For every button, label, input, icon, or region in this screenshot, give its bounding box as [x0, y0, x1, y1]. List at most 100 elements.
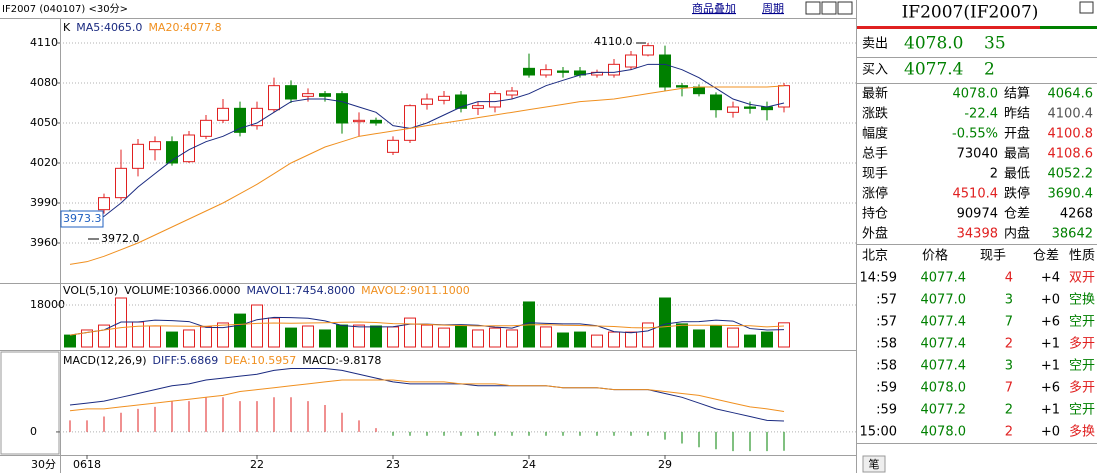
trade-oi-change: +1 [1041, 337, 1060, 352]
trade-volume: 2 [1005, 425, 1013, 440]
candle-body [676, 85, 688, 88]
trade-nature: 空开 [1069, 315, 1095, 330]
candle-body [727, 106, 739, 113]
y-tick-label: 0 [30, 425, 37, 438]
y-tick-label: 4050 [30, 116, 58, 129]
field-label: 最高 [1004, 146, 1030, 162]
field-value: 90974 [957, 207, 998, 222]
legend-entry: MA5:4065.0 [76, 21, 142, 34]
trade-volume: 7 [1005, 381, 1013, 396]
candle-body [98, 197, 110, 211]
trade-oi-change: +6 [1041, 381, 1060, 396]
low-annotation: 3972.0 [101, 232, 140, 245]
volume-bar [778, 322, 790, 348]
field-value: 4052.2 [1048, 167, 1094, 182]
volume-bar [761, 331, 773, 348]
field-label: 现手 [862, 167, 888, 182]
candle-body [302, 93, 314, 97]
tab[interactable] [862, 455, 886, 473]
trade-volume: 3 [1005, 359, 1013, 374]
trade-header: 仓差 [1033, 249, 1059, 264]
candle-body [183, 134, 195, 163]
volume-bar [472, 329, 484, 348]
candle-body [336, 93, 348, 124]
cursor-box [0, 351, 60, 455]
tab-label: 笔 [869, 457, 880, 471]
y-tick-label: 4020 [30, 156, 58, 169]
field-value: 4510.4 [953, 187, 999, 202]
icon-button[interactable] [837, 1, 853, 15]
candle-body [217, 107, 229, 121]
field-label: 开盘 [1004, 126, 1030, 142]
volume-bar [166, 331, 178, 348]
volume-bar [268, 317, 280, 348]
trade-time: 15:00 [860, 425, 897, 440]
trade-time: :59 [876, 403, 897, 418]
trade-volume: 2 [1005, 403, 1013, 418]
volume-bar [489, 327, 501, 348]
panel-icon[interactable] [1079, 1, 1094, 14]
candle-body [506, 90, 518, 96]
legend-entry: MA20:4077.8 [148, 21, 221, 34]
candle-body [455, 94, 467, 109]
legend-entry: MAVOL2:9011.1000 [361, 284, 470, 297]
trade-price: 4077.2 [921, 403, 967, 418]
indicator-line [69, 379, 785, 413]
legend-entry: VOLUME:10366.0000 [124, 284, 240, 297]
icon-button[interactable] [805, 1, 821, 15]
x-tick-label: 0618 [73, 458, 101, 471]
legend-entry: DEA:10.5957 [224, 354, 296, 367]
volume-bar [404, 317, 416, 348]
field-label: 仓差 [1004, 207, 1030, 222]
volume-bar [659, 297, 671, 348]
field-value: 34398 [957, 227, 998, 242]
volume-bar [149, 325, 161, 348]
candle-body [370, 119, 382, 124]
volume-bar [421, 324, 433, 348]
x-tick-label: 24 [522, 458, 536, 471]
price-cursor-box [60, 210, 104, 228]
volume-bar [285, 327, 297, 348]
icon-button[interactable] [821, 1, 837, 15]
trade-price: 4077.4 [921, 315, 967, 330]
trade-price: 4077.4 [921, 337, 967, 352]
trade-price: 4077.4 [921, 271, 967, 286]
period-button[interactable]: 周期 [762, 2, 784, 15]
overlay-button[interactable]: 商品叠加 [692, 1, 736, 15]
indicator-line [69, 367, 785, 422]
candle-body [251, 107, 263, 127]
volume-bar [540, 326, 552, 348]
candle-body [200, 119, 212, 137]
trade-oi-change: +1 [1041, 359, 1060, 374]
y-tick-label: 4080 [30, 76, 58, 89]
trade-oi-change: +6 [1041, 315, 1060, 330]
candle-body [472, 105, 484, 109]
trade-header: 现手 [980, 249, 1006, 264]
field-label: 涨停 [862, 186, 888, 202]
field-label: 幅度 [862, 126, 888, 142]
trade-price: 4077.0 [921, 293, 967, 308]
field-value: 4100.4 [1048, 107, 1094, 122]
candle-body [778, 85, 790, 108]
field-value: 4108.6 [1048, 147, 1094, 162]
trade-time: :58 [876, 359, 897, 374]
volume-bar [336, 324, 348, 348]
volume-bar [574, 331, 586, 348]
field-label: 结算 [1004, 87, 1030, 102]
legend-entry: DIFF:5.6869 [153, 354, 219, 367]
volume-bar [455, 324, 467, 348]
volume-bar [370, 325, 382, 348]
bar-red [857, 26, 1040, 29]
field-value: -22.4 [964, 107, 998, 122]
legend-entry: K [63, 21, 71, 34]
volume-bar [183, 329, 195, 348]
volume-bar [506, 329, 518, 348]
trade-time: 14:59 [860, 271, 897, 286]
legend-entry: MACD:-9.8178 [302, 354, 381, 367]
y-tick-label: 4110 [30, 36, 58, 49]
volume-bar [251, 304, 263, 348]
candle-body [693, 86, 705, 95]
price-cursor-label: 3973.3 [63, 212, 102, 225]
field-value: 4100.8 [1048, 127, 1094, 142]
field-value: 73040 [957, 147, 998, 162]
